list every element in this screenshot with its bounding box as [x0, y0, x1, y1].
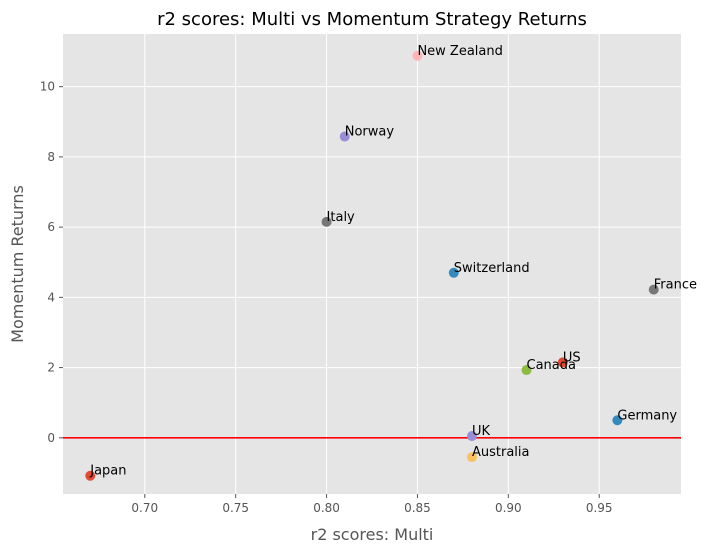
data-point: [85, 470, 96, 481]
y-tick-label: 0: [47, 431, 55, 445]
x-tick-label: 0.90: [495, 501, 522, 515]
y-tick-label: 4: [47, 290, 55, 304]
data-point: [466, 431, 477, 442]
y-tick-label: 2: [47, 361, 55, 375]
x-tick-label: 0.80: [313, 501, 340, 515]
data-points: New Zealand Norway Italy Switzerland France U…: [85, 44, 697, 481]
data-point-label: Canada: [527, 358, 576, 373]
data-point: [612, 415, 623, 426]
data-point-label: Switzerland: [454, 261, 530, 276]
data-point: [521, 365, 532, 376]
data-point-label: France: [654, 278, 697, 293]
x-tick-label: 0.70: [131, 501, 158, 515]
data-point-label: US: [563, 350, 581, 365]
x-tick-label: 0.75: [222, 501, 249, 515]
data-point: [648, 284, 659, 295]
data-point-label: Australia: [472, 445, 530, 460]
chart-title: r2 scores: Multi vs Momentum Strategy Re…: [157, 9, 587, 30]
data-point: [557, 357, 568, 368]
x-tick-label: 0.85: [404, 501, 431, 515]
x-tick-label: 0.95: [586, 501, 613, 515]
y-tick-label: 6: [47, 220, 55, 234]
x-axis-label: r2 scores: Multi: [311, 525, 434, 544]
data-point: [412, 50, 423, 61]
data-point-label: UK: [472, 424, 491, 439]
y-tick-label: 8: [47, 150, 55, 164]
plot-background: [63, 34, 681, 494]
data-point: [466, 452, 477, 463]
data-point-label: Germany: [617, 408, 677, 423]
data-point: [321, 216, 332, 227]
y-axis-ticks: 0 2 4 6 8 10: [40, 80, 63, 445]
data-point: [339, 131, 350, 142]
y-axis-label: Momentum Returns: [8, 185, 27, 343]
x-axis-ticks: 0.70 0.75 0.80 0.85 0.90 0.95: [131, 494, 613, 515]
data-point-label: Italy: [327, 210, 356, 225]
data-point-label: New Zealand: [417, 44, 502, 59]
data-point-label: Japan: [89, 464, 126, 479]
data-point-label: Norway: [345, 125, 395, 140]
data-point: [448, 267, 459, 278]
y-tick-label: 10: [40, 80, 55, 94]
